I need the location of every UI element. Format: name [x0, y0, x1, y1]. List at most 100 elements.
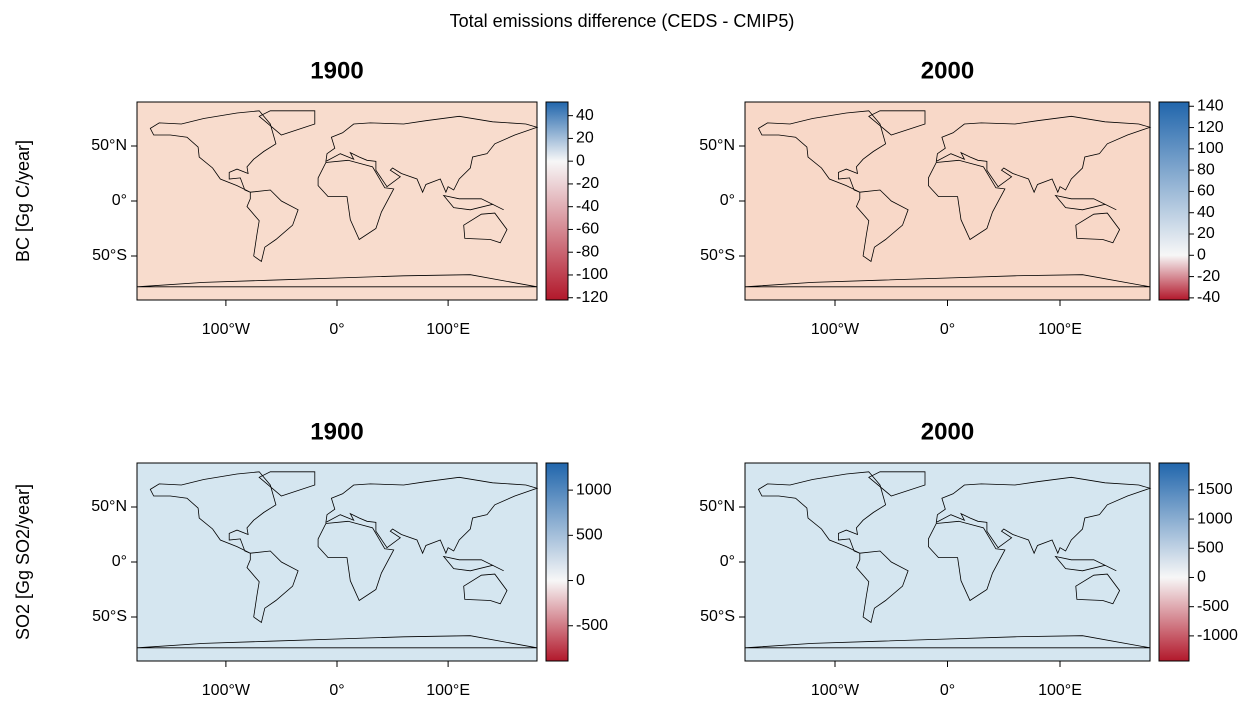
coastline [136, 635, 538, 649]
panel-title: 1900 [310, 418, 363, 445]
map-background [745, 102, 1150, 300]
colorbar-tick-label: 140 [1197, 97, 1224, 114]
coastline [1054, 555, 1117, 572]
coastline [1075, 212, 1121, 244]
coastline [258, 110, 316, 136]
colorbar-tick-label: -20 [1197, 268, 1220, 285]
coastline [744, 274, 1151, 288]
colorbar-tick-label: -500 [1197, 598, 1229, 615]
coastline [1075, 573, 1121, 605]
coastline [463, 212, 508, 244]
colorbar [545, 101, 569, 301]
lat-tick-label: 50°S [700, 608, 735, 625]
lat-tick-label: 50°N [91, 498, 127, 515]
coastline [757, 471, 887, 554]
coastline [744, 635, 1151, 649]
lat-tick-label: 50°S [92, 247, 127, 264]
lat-tick-label: 50°S [700, 247, 735, 264]
lon-tick-label: 100°W [202, 321, 251, 338]
coastline [935, 115, 1152, 194]
colorbar-tick-label: 500 [576, 527, 603, 544]
panel-title: 2000 [921, 57, 974, 84]
map-background [137, 463, 537, 661]
panel-title: 2000 [921, 418, 974, 445]
coastline [246, 189, 299, 263]
colorbar [1158, 462, 1190, 662]
lon-tick-label: 0° [329, 682, 344, 699]
lon-tick-label: 100°E [426, 321, 470, 338]
colorbar-tick-label: 0 [1197, 569, 1206, 586]
coastline [1054, 194, 1117, 211]
coastline [442, 555, 504, 572]
colorbar-tick-label: 1000 [1197, 510, 1233, 527]
lon-tick-label: 0° [940, 321, 955, 338]
colorbar-tick-label: 0 [576, 152, 585, 169]
coastline [149, 471, 277, 554]
colorbar-tick-label: -500 [576, 617, 608, 634]
lon-tick-label: 100°W [202, 682, 251, 699]
colorbar-tick-label: -60 [576, 221, 599, 238]
colorbar [1158, 101, 1190, 301]
coastline [855, 189, 909, 263]
lat-tick-label: 50°S [92, 608, 127, 625]
colorbar-tick-label: 0 [1197, 247, 1206, 264]
coastline [928, 159, 1006, 241]
panel-title: 1900 [310, 57, 363, 84]
coastline [325, 115, 539, 194]
lon-tick-label: 100°W [811, 682, 860, 699]
coastline [317, 520, 395, 602]
colorbar-tick-label: 40 [1197, 204, 1215, 221]
coastline [868, 110, 926, 136]
colorbar-tick-label: -20 [576, 175, 599, 192]
colorbar-tick-label: 60 [1197, 183, 1215, 200]
lat-tick-label: 50°N [91, 137, 127, 154]
colorbar-tick-label: -1000 [1197, 627, 1238, 644]
lon-tick-label: 100°E [1038, 321, 1082, 338]
lon-tick-label: 100°W [811, 321, 860, 338]
colorbar-tick-label: -120 [576, 289, 608, 306]
lon-tick-label: 0° [329, 321, 344, 338]
colorbar [545, 462, 569, 662]
coastline [928, 520, 1006, 602]
coastline [149, 110, 277, 193]
figure-title: Total emissions difference (CEDS - CMIP5… [450, 11, 795, 31]
coastline [136, 274, 538, 288]
colorbar-tick-label: 40 [576, 107, 594, 124]
colorbar-tick-label: 100 [1197, 140, 1224, 157]
lat-tick-label: 0° [720, 553, 735, 570]
colorbar-tick-label: 1000 [576, 481, 612, 498]
colorbar-tick-label: 20 [1197, 225, 1215, 242]
coastline [463, 573, 508, 605]
coastline [258, 471, 316, 497]
colorbar-tick-label: 500 [1197, 539, 1224, 556]
coastline [868, 471, 926, 497]
colorbar-tick-label: 80 [1197, 161, 1215, 178]
colorbar-tick-label: 20 [576, 130, 594, 147]
colorbar-tick-label: -100 [576, 266, 608, 283]
row-label: SO2 [Gg SO2/year] [13, 484, 33, 640]
lat-tick-label: 50°N [699, 137, 735, 154]
lat-tick-label: 0° [112, 192, 127, 209]
lon-tick-label: 0° [940, 682, 955, 699]
row-label: BC [Gg C/year] [13, 140, 33, 262]
lon-tick-label: 100°E [426, 682, 470, 699]
colorbar-tick-label: -40 [576, 198, 599, 215]
lat-tick-label: 0° [720, 192, 735, 209]
lat-tick-label: 0° [112, 553, 127, 570]
coastline [855, 550, 909, 624]
colorbar-tick-label: 1500 [1197, 481, 1233, 498]
colorbar-tick-label: 0 [576, 572, 585, 589]
coastline [442, 194, 504, 211]
coastline [325, 476, 539, 555]
coastline [757, 110, 887, 193]
coastline [935, 476, 1152, 555]
colorbar-tick-label: 120 [1197, 119, 1224, 136]
lat-tick-label: 50°N [699, 498, 735, 515]
coastline [317, 159, 395, 241]
map-background [745, 463, 1150, 661]
map-background [137, 102, 537, 300]
lon-tick-label: 100°E [1038, 682, 1082, 699]
colorbar-tick-label: -40 [1197, 289, 1220, 306]
coastline [246, 550, 299, 624]
colorbar-tick-label: -80 [576, 243, 599, 260]
